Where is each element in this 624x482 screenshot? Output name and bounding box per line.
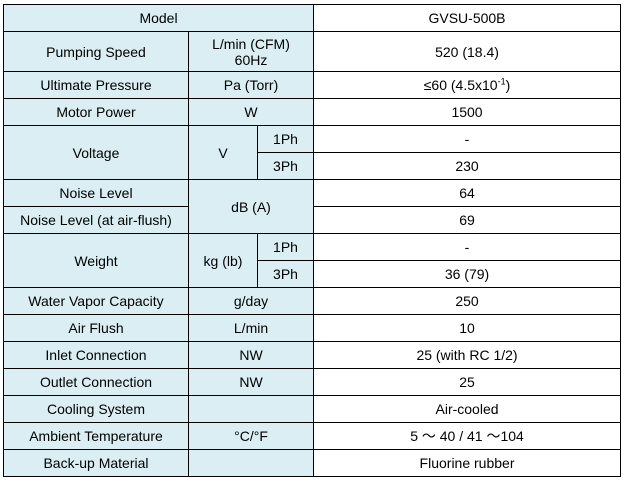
label: Ambient Temperature (3, 422, 189, 450)
value: ≤60 (4.5x10-1) (313, 71, 622, 99)
value: 520 (18.4) (313, 31, 622, 72)
sub: 3Ph (256, 152, 315, 180)
row: Noise Level (at air-flush) 69 (3, 206, 622, 234)
row: Pumping Speed L/min (CFM) 60Hz 520 (18.4) (3, 31, 622, 72)
unit: g/day (187, 287, 315, 315)
value: 10 (313, 314, 622, 342)
row: Water Vapor Capacity g/day 250 (3, 287, 622, 315)
unit: W (187, 98, 315, 126)
label: Water Vapor Capacity (3, 287, 189, 315)
value-end: ) (505, 77, 511, 93)
value: 36 (79) (313, 260, 622, 288)
spec-table: Model GVSU-500B Pumping Speed L/min (CFM… (2, 4, 622, 477)
unit: Pa (Torr) (187, 71, 315, 99)
value: GVSU-500B (313, 4, 622, 32)
value: 5 ～ 40 / 41 ～104 (313, 422, 622, 450)
label: Cooling System (3, 395, 189, 423)
label: Voltage (3, 125, 189, 180)
label: Ultimate Pressure (3, 71, 189, 99)
sub: 1Ph (256, 233, 315, 261)
row: Voltage V 1Ph - (3, 125, 622, 180)
unit: °C/°F (187, 422, 315, 450)
row: 3Ph 36 (79) (4, 260, 622, 288)
unit-line: L/min (CFM) (212, 35, 290, 52)
label: Back-up Material (3, 449, 189, 477)
value: - (313, 233, 622, 261)
value: 25 (with RC 1/2) (313, 341, 622, 369)
value: 1500 (313, 98, 622, 126)
value: 250 (313, 287, 622, 315)
row: Inlet Connection NW 25 (with RC 1/2) (3, 341, 622, 369)
label: Motor Power (3, 98, 189, 126)
unit: V (188, 125, 258, 180)
label: Outlet Connection (3, 368, 189, 396)
row: Air Flush L/min 10 (3, 314, 622, 342)
label: Model (2, 4, 315, 32)
unit-empty (187, 449, 315, 477)
unit: NW (187, 368, 315, 396)
row: Outlet Connection NW 25 (3, 368, 622, 396)
label: Inlet Connection (3, 341, 189, 369)
row: Back-up Material Fluorine rubber (3, 449, 622, 477)
row: Weight kg (lb) 1Ph - (3, 233, 622, 288)
unit: kg (lb) (188, 233, 258, 288)
value: 64 (313, 179, 622, 207)
value: 25 (313, 368, 622, 396)
row: Model GVSU-500B (2, 4, 622, 32)
row: Motor Power W 1500 (3, 98, 622, 126)
label: Noise Level (at air-flush) (3, 206, 189, 234)
sub: 3Ph (256, 260, 315, 288)
unit: dB (A) (187, 179, 315, 234)
row: Ultimate Pressure Pa (Torr) ≤60 (4.5x10-… (3, 71, 622, 99)
value: Air-cooled (313, 395, 622, 423)
value: 69 (313, 206, 622, 234)
value: 230 (313, 152, 622, 180)
row: Noise Level dB (A) 64 (3, 179, 622, 234)
label: Noise Level (3, 179, 189, 207)
sub: 1Ph (256, 125, 315, 153)
unit: NW (187, 341, 315, 369)
unit: L/min (CFM) 60Hz (187, 31, 315, 72)
label: Pumping Speed (3, 31, 189, 72)
row: Cooling System Air-cooled (3, 395, 622, 423)
value-main: ≤60 (4.5x10 (423, 77, 498, 93)
unit: L/min (187, 314, 315, 342)
label: Air Flush (3, 314, 189, 342)
unit-line: 60Hz (234, 51, 268, 68)
value: Fluorine rubber (313, 449, 622, 477)
label: Weight (3, 233, 189, 288)
value-sup: -1 (497, 76, 506, 87)
unit-empty (187, 395, 315, 423)
row: Ambient Temperature °C/°F 5 ～ 40 / 41 ～1… (3, 422, 622, 450)
value: - (313, 125, 622, 153)
